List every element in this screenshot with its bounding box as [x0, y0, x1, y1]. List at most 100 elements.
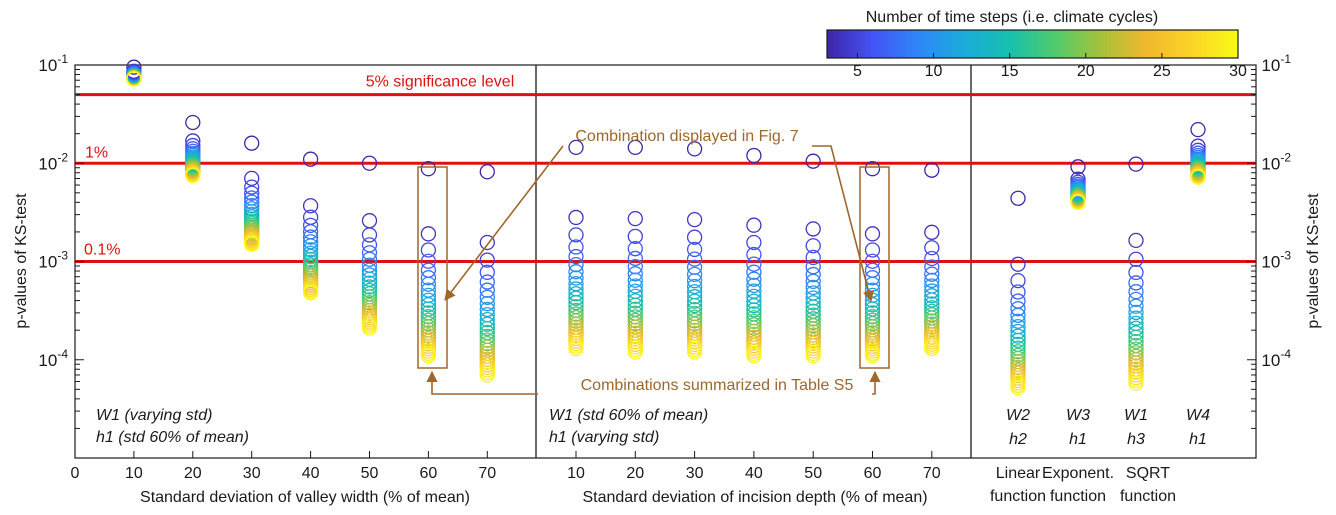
data-point: [627, 250, 643, 267]
data-point: [627, 293, 643, 309]
x-tick-label: 20: [184, 465, 202, 482]
data-point: [924, 292, 940, 308]
data-point: [1128, 304, 1144, 321]
data-point: [805, 348, 821, 364]
data-point: [686, 289, 703, 305]
data-point: [1128, 275, 1144, 291]
data-point: [746, 246, 762, 263]
data-point: [1128, 156, 1144, 172]
data-point: [1128, 284, 1144, 300]
data-point: [746, 256, 762, 272]
data-point: [1128, 375, 1144, 391]
data-point: [420, 297, 437, 313]
x-tick-label: 0: [71, 465, 80, 482]
data-point: [627, 241, 643, 257]
data-point: [864, 348, 881, 364]
colorbar-tick-label: 15: [1001, 63, 1019, 80]
y-tick-label-right: 10-4: [1261, 347, 1291, 370]
data-point: [479, 274, 495, 290]
data-point: [924, 250, 940, 267]
data-point: [568, 270, 584, 286]
data-point: [479, 320, 495, 337]
data-point: [864, 253, 881, 269]
data-point: [568, 139, 584, 156]
data-point: [568, 309, 584, 326]
function-label: h1: [1069, 431, 1087, 448]
data-point: [805, 266, 821, 283]
data-point: [568, 248, 584, 265]
data-point: [479, 339, 495, 355]
data-point: [1010, 284, 1026, 300]
x-tick-label: 10: [567, 465, 585, 482]
y-tick-label: 10-2: [38, 150, 68, 173]
data-point: [746, 313, 762, 330]
data-point: [420, 242, 437, 258]
data-point: [479, 316, 495, 332]
data-point: [627, 316, 643, 332]
y-tick-label: 10-1: [38, 52, 68, 75]
data-point: [746, 277, 762, 294]
data-point: [361, 262, 378, 278]
data-point: [924, 224, 940, 240]
data-point: [627, 228, 643, 244]
data-point: [1128, 320, 1144, 336]
data-point: [627, 278, 643, 294]
y-tick-label-right: 10-3: [1261, 249, 1291, 272]
data-point: [1190, 121, 1206, 138]
data-point: [1128, 264, 1144, 281]
data-point: [924, 303, 940, 320]
data-point: [686, 313, 703, 329]
data-point: [627, 312, 643, 329]
data-point: [686, 297, 703, 314]
data-point: [686, 266, 703, 283]
data-point: [1070, 194, 1086, 210]
data-point: [746, 293, 762, 309]
data-point: [924, 288, 940, 304]
category-label: Linear: [996, 465, 1041, 482]
data-point: [126, 71, 142, 87]
data-point: [686, 229, 703, 245]
data-point: [864, 309, 881, 325]
data-point: [420, 226, 437, 242]
data-point: [805, 153, 821, 169]
data-point: [1128, 232, 1144, 249]
data-point: [686, 273, 703, 289]
data-point: [420, 292, 437, 308]
data-point: [686, 241, 703, 258]
data-point: [746, 234, 762, 251]
data-point: [1128, 348, 1144, 365]
data-point: [1010, 380, 1026, 396]
threshold-label: 1%: [85, 144, 108, 161]
function-label: W3: [1066, 407, 1090, 424]
data-point: [479, 311, 495, 328]
data-point: [746, 317, 762, 333]
data-point: [746, 264, 762, 280]
data-point: [805, 249, 821, 266]
data-point: [805, 221, 821, 237]
data-point: [1128, 310, 1144, 326]
data-point: [568, 209, 584, 226]
data-point: [627, 309, 643, 325]
panel-annotation: h1 (std 60% of mean): [96, 429, 249, 446]
colorbar: [826, 29, 1239, 59]
x-tick-label: 70: [478, 465, 496, 482]
data-point: [479, 332, 495, 348]
data-point: [686, 293, 703, 309]
data-point: [924, 283, 940, 299]
function-label: W4: [1186, 407, 1210, 424]
data-point: [1128, 251, 1144, 267]
function-label: h1: [1189, 431, 1207, 448]
data-point: [479, 301, 495, 318]
data-point: [627, 344, 643, 360]
category-label: SQRT: [1126, 465, 1170, 482]
function-label: h2: [1009, 431, 1027, 448]
data-point: [244, 179, 260, 195]
panel-annotation: W1 (std 60% of mean): [549, 407, 708, 424]
data-point: [1010, 323, 1026, 340]
data-point: [924, 240, 940, 256]
data-point: [568, 227, 584, 243]
y-axis-label-right: p-values of KS-test: [1305, 193, 1322, 329]
annotation-arrow: [869, 370, 881, 395]
data-point: [1128, 333, 1144, 350]
data-point: [568, 239, 584, 255]
